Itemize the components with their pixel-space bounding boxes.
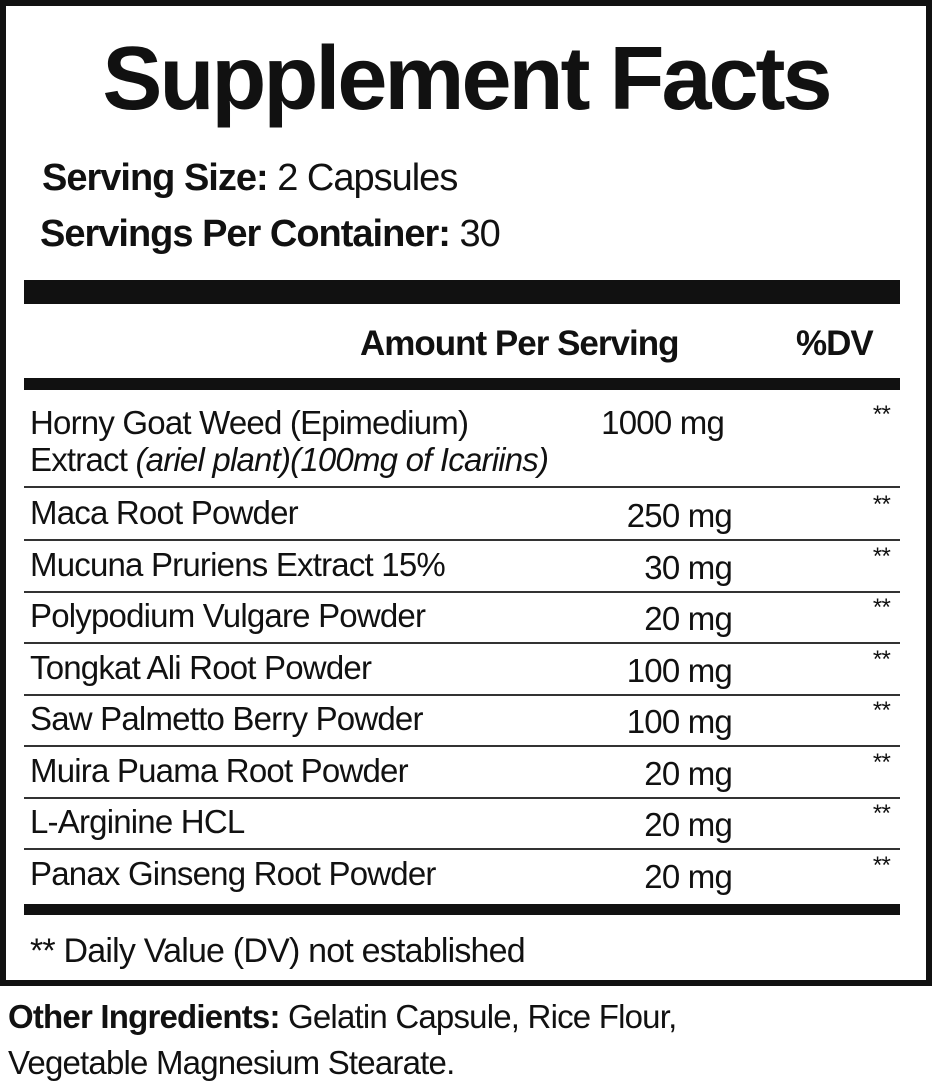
ingredient-name: Mucuna Pruriens Extract 15%: [30, 545, 446, 583]
ingredient-name: Panax Ginseng Root Powder: [30, 854, 436, 892]
servings-per-container: Servings Per Container: 30: [40, 212, 501, 256]
ingredient-amount: 30 mg: [644, 548, 733, 586]
ingredient-dv: **: [872, 491, 891, 518]
ingredient-name: L-Arginine HCL: [30, 803, 245, 840]
supplement-facts-panel: Supplement Facts Serving Size: 2 Capsule…: [0, 0, 932, 986]
ingredient-amount: 20 mg: [644, 806, 733, 843]
ingredient-amount: 1000 mg: [601, 404, 725, 441]
ingredient-dv: **: [872, 697, 891, 724]
divider-bottom: [24, 904, 900, 915]
other-ingredients: Other Ingredients: Gelatin Capsule, Rice…: [8, 994, 928, 1086]
footnote: ** Daily Value (DV) not established: [30, 932, 526, 970]
ingredient-dv: **: [872, 748, 891, 776]
detail-plain: Extract: [30, 441, 136, 478]
ingredient-dv: **: [872, 800, 891, 827]
ingredient-dv: **: [872, 542, 891, 570]
ingredient-name: Polypodium Vulgare Powder: [30, 597, 426, 634]
ingredient-name: Saw Palmetto Berry Powder: [30, 700, 423, 737]
ingredient-dv: **: [872, 401, 891, 428]
serving-size: Serving Size: 2 Capsules: [42, 156, 458, 200]
ingredient-amount: 20 mg: [644, 857, 733, 895]
table-row: Saw Palmetto Berry Powder 100 mg **: [24, 694, 900, 747]
ingredient-detail: Extract (ariel plant)(100mg of Icariins): [30, 440, 549, 480]
table-row: Maca Root Powder 250 mg **: [24, 488, 900, 541]
ingredient-dv: **: [872, 645, 891, 673]
other-ingredients-label: Other Ingredients:: [8, 998, 280, 1035]
header-amount: Amount Per Serving: [360, 324, 679, 363]
serving-size-value: 2 Capsules: [277, 157, 458, 199]
ingredient-amount: 20 mg: [644, 754, 733, 792]
ingredient-amount: 250 mg: [626, 497, 733, 534]
ingredient-name: Horny Goat Weed (Epimedium): [30, 404, 469, 441]
ingredient-name: Maca Root Powder: [30, 494, 299, 531]
table-row: Panax Ginseng Root Powder 20 mg **: [24, 849, 900, 900]
ingredient-name: Muira Puama Root Powder: [30, 751, 409, 789]
other-ingredients-line1: Gelatin Capsule, Rice Flour,: [279, 998, 677, 1035]
servings-per-container-label: Servings Per Container:: [40, 213, 451, 255]
detail-italic: (ariel plant)(100mg of Icariins): [135, 441, 549, 478]
table-row: Muira Puama Root Powder 20 mg **: [24, 746, 900, 799]
servings-per-container-value: 30: [459, 213, 500, 255]
panel-title: Supplement Facts: [102, 29, 832, 129]
header-dv: %DV: [796, 324, 874, 363]
table-row: L-Arginine HCL 20 mg **: [24, 797, 900, 850]
ingredient-dv: **: [872, 594, 891, 621]
table-row: Polypodium Vulgare Powder 20 mg **: [24, 591, 900, 644]
ingredient-dv: **: [872, 851, 891, 879]
ingredient-amount: 20 mg: [644, 600, 733, 637]
ingredient-name: Tongkat Ali Root Powder: [30, 648, 372, 686]
ingredient-amount: 100 mg: [626, 651, 733, 689]
table-row: Horny Goat Weed (Epimedium) Extract (ari…: [24, 398, 900, 488]
divider-thick: [24, 280, 900, 304]
table-row: Tongkat Ali Root Powder 100 mg **: [24, 643, 900, 696]
other-ingredients-line2: Vegetable Magnesium Stearate.: [8, 1044, 455, 1081]
ingredient-amount: 100 mg: [626, 703, 733, 740]
divider-medium: [24, 378, 900, 390]
serving-size-label: Serving Size:: [42, 157, 269, 199]
table-row: Mucuna Pruriens Extract 15% 30 mg **: [24, 540, 900, 593]
